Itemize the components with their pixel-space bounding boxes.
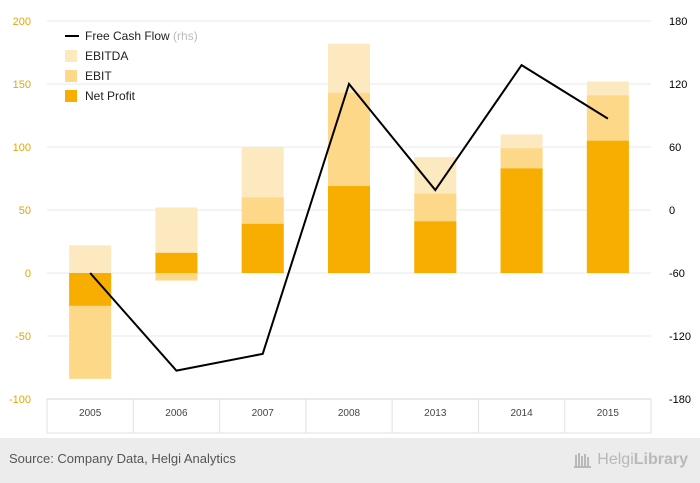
y-right-tick-label: -180 — [669, 394, 691, 406]
footer: Source: Company Data, Helgi Analytics He… — [0, 438, 700, 483]
bar-net-profit — [414, 221, 457, 273]
chart: -100 -50 0 50 100 150 200 -180 -120 -60 0 60 120 180 2… — [9, 16, 691, 434]
bar-net-profit — [586, 140, 629, 273]
y-left-tick-label: -50 — [15, 331, 31, 343]
y-left-tick-label: 100 — [13, 142, 31, 154]
y-left-tick-label: 200 — [13, 16, 31, 28]
bar-net-profit — [500, 168, 543, 273]
x-tick-label: 2006 — [165, 408, 188, 419]
bar-net-profit — [155, 252, 198, 273]
y-right-tick-label: 0 — [669, 205, 675, 217]
legend-label-net-profit: Net Profit — [85, 89, 136, 103]
brand-name-part2: Library — [633, 451, 688, 468]
x-tick-label: 2005 — [79, 408, 102, 419]
bar-ebitda — [69, 245, 112, 273]
legend-label-ebitda: EBITDA — [85, 49, 128, 63]
legend-label-free-cash-flow: Free Cash Flow (rhs) — [85, 29, 198, 43]
x-tick-label: 2007 — [252, 408, 275, 419]
y-right-tick-label: 60 — [669, 142, 681, 154]
bar-net-profit — [241, 223, 284, 273]
y-right-tick-label: 120 — [669, 79, 687, 91]
legend-swatch-ebit — [65, 70, 77, 82]
y-left-tick-label: -100 — [9, 394, 31, 406]
legend-suffix: (rhs) — [173, 29, 198, 43]
library-icon — [574, 453, 592, 468]
x-tick-label: 2013 — [424, 408, 447, 419]
bar-ebit — [155, 273, 198, 281]
y-right-tick-label: -120 — [669, 331, 691, 343]
legend-swatch-ebitda — [65, 50, 77, 62]
x-tick-label: 2014 — [510, 408, 533, 419]
x-tick-label: 2008 — [338, 408, 361, 419]
y-left-tick-label: 0 — [25, 268, 31, 280]
x-tick-label: 2015 — [597, 408, 620, 419]
y-left-tick-label: 50 — [19, 205, 31, 217]
legend-swatch-net-profit — [65, 90, 77, 102]
legend-label-ebit: EBIT — [85, 69, 112, 83]
source-note: Source: Company Data, Helgi Analytics — [9, 451, 236, 466]
y-left-tick-label: 150 — [13, 79, 31, 91]
y-right-tick-label: -60 — [669, 268, 685, 280]
y-right-tick-label: 180 — [669, 16, 687, 28]
brand-name-part1: Helgi — [597, 451, 634, 468]
brand-logo: HelgiLibrary — [573, 448, 688, 472]
bar-net-profit — [328, 186, 370, 273]
